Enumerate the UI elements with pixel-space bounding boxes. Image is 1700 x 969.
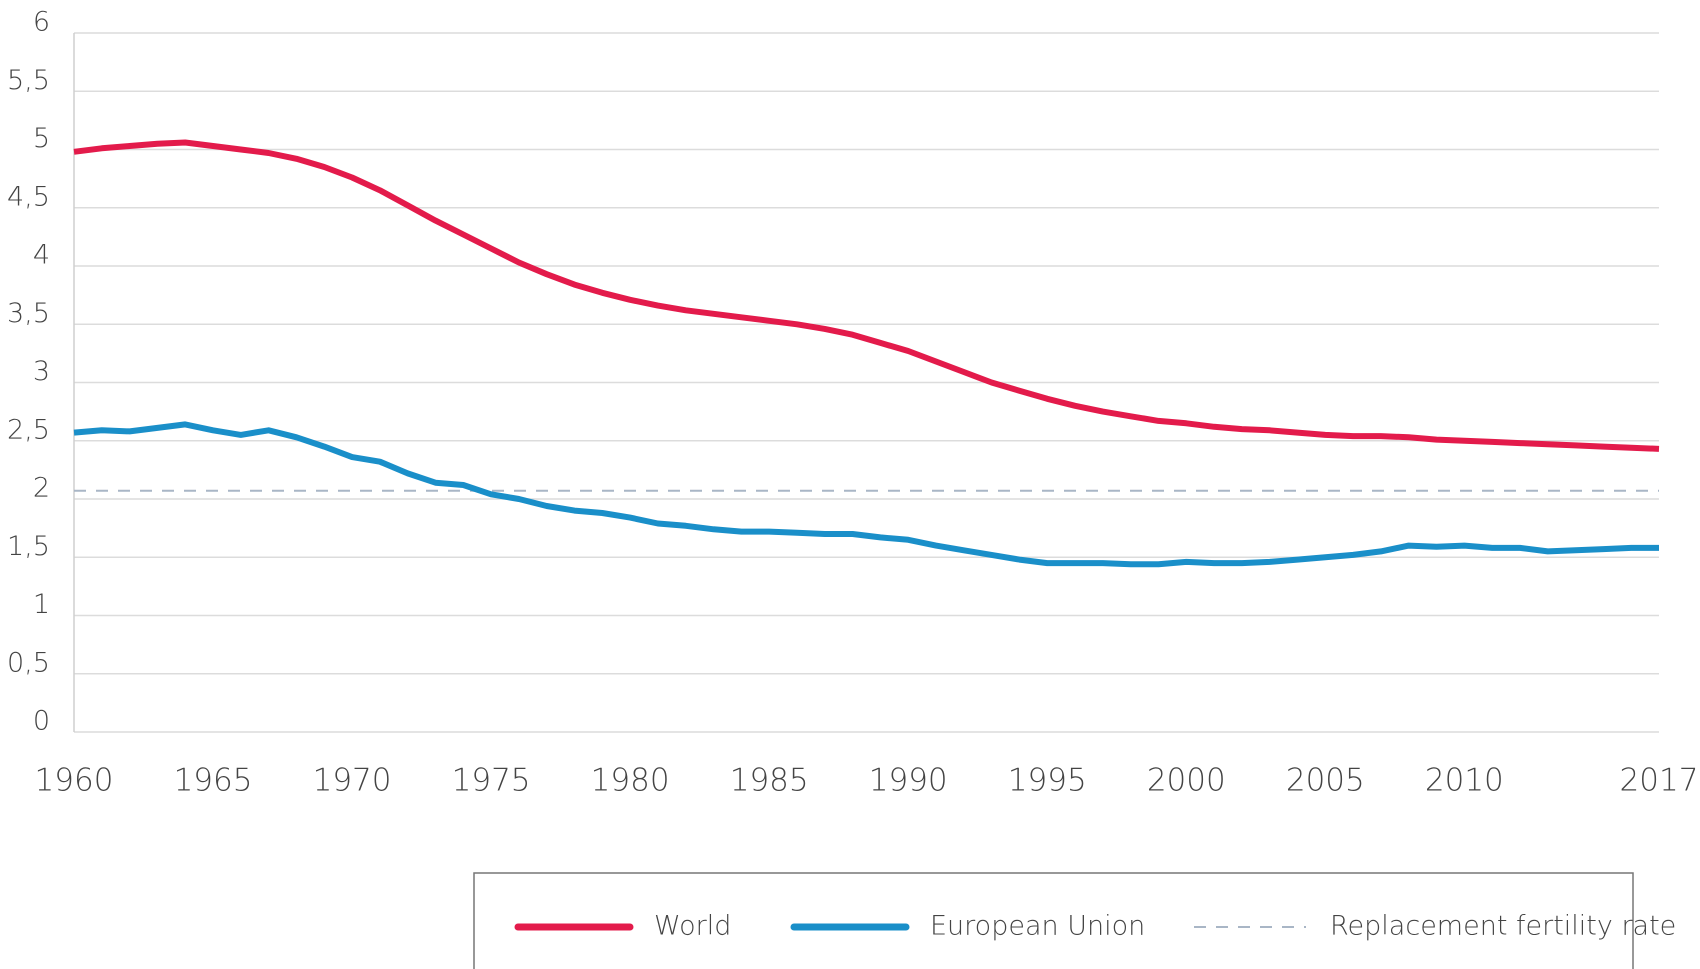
y-tick-label: 4 [33,240,50,271]
y-tick-label: 0,5 [7,647,50,678]
x-tick-label: 1980 [591,763,670,799]
legend-box [473,872,1634,969]
y-tick-label: 6 [33,7,50,38]
y-tick-label: 5 [33,123,50,154]
series-line [73,139,1660,452]
legend-label: Replacement fertility rate [1330,911,1676,942]
x-tick-label: 2000 [1147,763,1226,799]
y-tick-label: 2 [33,473,50,504]
y-tick-label: 3,5 [7,298,50,329]
x-tick-label: 1960 [35,763,114,799]
x-tick-label: 1990 [869,763,948,799]
x-tick-label: 1970 [313,763,392,799]
x-tick-label: 2010 [1425,763,1504,799]
legend-label: European Union [930,911,1145,942]
x-tick-label: 2017 [1620,763,1699,799]
y-tick-label: 1 [33,589,50,620]
legend-label: World [654,911,731,942]
y-tick-label: 2,5 [7,414,50,445]
y-tick-label: 0 [33,706,50,737]
x-tick-label: 2005 [1286,763,1365,799]
y-tick-label: 4,5 [7,181,50,212]
y-tick-label: 5,5 [7,65,50,96]
y-tick-label: 3 [33,356,50,387]
x-tick-label: 1975 [452,763,531,799]
series-line [73,421,1659,568]
x-tick-label: 1985 [730,763,809,799]
y-tick-label: 1,5 [7,531,50,562]
x-tick-label: 1965 [174,763,253,799]
x-tick-label: 1995 [1008,763,1087,799]
